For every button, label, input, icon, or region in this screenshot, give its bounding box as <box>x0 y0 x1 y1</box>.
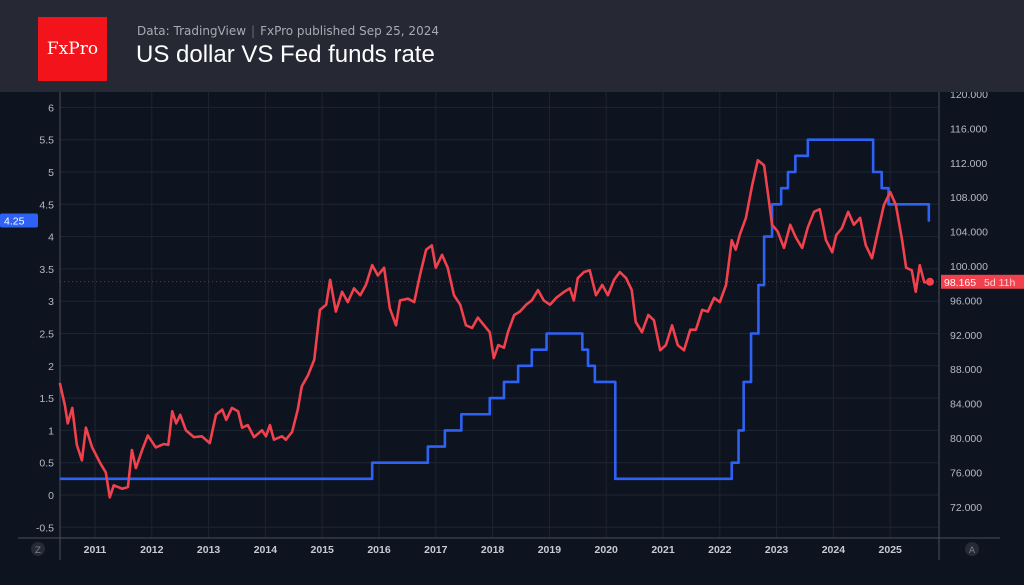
right-tick-label: 92.000 <box>950 330 982 342</box>
x-tick-label: 2020 <box>595 544 619 556</box>
left-tick-label: 0 <box>48 490 54 502</box>
right-tick-label: 112.000 <box>950 158 987 170</box>
x-tick-label: 2015 <box>311 544 335 556</box>
right-tick-label: 76.000 <box>950 467 982 479</box>
x-tick-label: 2023 <box>765 544 789 556</box>
right-tick-label: 104.000 <box>950 227 988 239</box>
last-price-dot <box>925 277 934 286</box>
separator: | <box>251 24 256 38</box>
right-tick-label: 80.000 <box>950 433 982 445</box>
left-tick-label: 5 <box>48 167 54 179</box>
x-tick-label: 2021 <box>651 544 675 556</box>
fxpro-logo: FxPro <box>38 17 107 81</box>
dxy-last-value: 98.165 <box>944 277 976 289</box>
fed-funds-rate-line <box>59 138 931 481</box>
x-tick-label: 2025 <box>879 544 903 556</box>
bar-countdown: 5d 11h <box>984 277 1015 289</box>
axis-left-button[interactable] <box>31 542 45 556</box>
left-tick-label: 0.5 <box>39 458 54 470</box>
publisher: FxPro published Sep 25, 2024 <box>260 24 439 38</box>
right-tick-label: 108.000 <box>950 192 988 204</box>
right-tick-label: 72.000 <box>950 502 982 514</box>
dollar-index-line <box>58 158 931 499</box>
left-tick-label: 6 <box>48 102 54 114</box>
left-tick-label: 2 <box>48 361 54 373</box>
fed-last-value: 4.25 <box>4 215 25 227</box>
x-tick-label: 2016 <box>367 544 391 556</box>
chart-title: US dollar VS Fed funds rate <box>136 41 435 68</box>
left-tick-label: 5.5 <box>39 135 54 147</box>
right-tick-label: 84.000 <box>950 399 982 411</box>
x-tick-label: 2013 <box>197 544 221 556</box>
left-tick-label: -0.5 <box>36 522 54 534</box>
source-line: Data: TradingView | FxPro published Sep 25… <box>137 24 439 38</box>
left-tick-label: 3 <box>48 296 54 308</box>
x-tick-label: 2017 <box>424 544 448 556</box>
right-tick-label: 116.000 <box>950 123 987 135</box>
left-tick-label: 4 <box>48 232 54 244</box>
right-tick-label: 100.000 <box>950 261 988 273</box>
dxy-last-value-badge <box>941 274 1024 289</box>
axis-right-button[interactable] <box>965 542 979 556</box>
left-tick-label: 2.5 <box>39 329 54 341</box>
axis-left-button-label[interactable]: Z <box>35 546 41 556</box>
right-tick-label: 120.000 <box>950 92 988 101</box>
x-tick-label: 2022 <box>708 544 732 556</box>
fed-last-value-badge <box>0 213 38 228</box>
right-tick-label: 88.000 <box>950 364 982 376</box>
x-tick-label: 2024 <box>822 544 846 556</box>
x-tick-label: 2014 <box>254 544 278 556</box>
left-tick-label: 1.5 <box>39 393 54 405</box>
x-tick-label: 2019 <box>538 544 562 556</box>
x-tick-label: 2011 <box>84 544 107 556</box>
chart: 2011 2012 2013 2014 2015 2016 2017 2018 2019 2020… <box>0 92 1024 560</box>
left-tick-label: 1 <box>48 425 54 437</box>
x-tick-label: 2012 <box>140 544 164 556</box>
left-tick-label: 4.5 <box>39 199 54 211</box>
axis-right-button-label[interactable]: A <box>969 546 976 556</box>
header: FxPro Data: TradingView | FxPro published … <box>0 0 1024 92</box>
right-tick-label: 96.000 <box>950 295 982 307</box>
x-tick-label: 2018 <box>481 544 505 556</box>
data-source: Data: TradingView <box>137 24 247 38</box>
left-tick-label: 3.5 <box>39 264 54 276</box>
